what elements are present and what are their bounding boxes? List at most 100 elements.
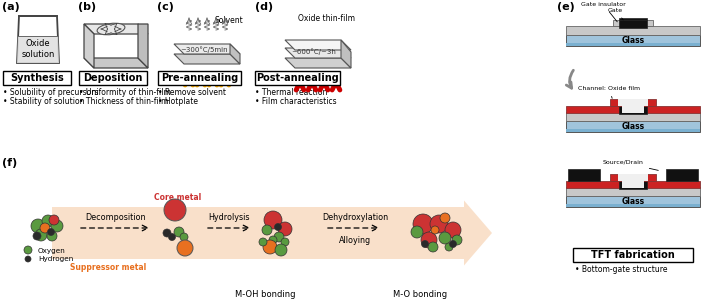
Text: Oxide
solution: Oxide solution (21, 39, 54, 59)
Text: Gate: Gate (608, 8, 624, 20)
Ellipse shape (97, 23, 125, 35)
Bar (619, 104, 647, 106)
Text: • Film characteristics: • Film characteristics (255, 97, 337, 106)
Circle shape (177, 240, 193, 256)
Circle shape (421, 232, 437, 248)
Bar (566, 129, 700, 132)
Circle shape (421, 240, 428, 247)
Circle shape (274, 223, 281, 231)
FancyBboxPatch shape (79, 71, 147, 85)
Circle shape (281, 238, 289, 246)
Bar (566, 106, 700, 113)
Circle shape (262, 225, 272, 235)
Circle shape (47, 231, 57, 241)
Circle shape (439, 232, 451, 244)
Circle shape (24, 246, 32, 254)
Circle shape (413, 214, 433, 234)
Bar (566, 187, 700, 196)
Bar (619, 179, 647, 181)
FancyBboxPatch shape (158, 71, 241, 85)
Circle shape (431, 226, 439, 234)
Text: Source/Drain: Source/Drain (603, 160, 658, 170)
Circle shape (278, 222, 292, 236)
Text: Post-annealing: Post-annealing (256, 73, 339, 83)
Polygon shape (610, 174, 656, 181)
Text: (d): (d) (255, 2, 273, 12)
Circle shape (264, 211, 282, 229)
Circle shape (174, 227, 184, 237)
Text: Suppressor metal: Suppressor metal (70, 263, 146, 272)
Text: • Thickness of thin-film: • Thickness of thin-film (79, 97, 168, 106)
Polygon shape (17, 36, 59, 63)
Polygon shape (174, 44, 240, 54)
Circle shape (180, 233, 188, 241)
Circle shape (428, 242, 438, 252)
Text: (f): (f) (2, 158, 17, 168)
Text: Pre-annealing: Pre-annealing (161, 73, 238, 83)
Bar (568, 169, 600, 181)
Circle shape (163, 229, 171, 237)
Text: (a): (a) (2, 2, 20, 12)
Circle shape (430, 215, 448, 233)
Bar (566, 204, 700, 207)
Circle shape (274, 232, 284, 242)
Text: • Hotplate: • Hotplate (158, 97, 198, 106)
Bar (566, 43, 700, 46)
Bar (566, 26, 700, 35)
Polygon shape (610, 99, 656, 106)
Polygon shape (230, 44, 240, 64)
Bar (619, 181, 647, 189)
Text: Solvent: Solvent (215, 16, 243, 25)
Circle shape (51, 220, 63, 232)
Bar (566, 181, 700, 188)
Circle shape (25, 256, 31, 262)
Text: • Stability of solution: • Stability of solution (3, 97, 85, 106)
Circle shape (40, 223, 50, 233)
Circle shape (42, 215, 54, 227)
Text: Synthesis: Synthesis (10, 73, 64, 83)
Text: ~600°C/~3h: ~600°C/~3h (291, 49, 337, 55)
Polygon shape (285, 40, 351, 50)
Text: Gate insulator: Gate insulator (581, 2, 626, 22)
Circle shape (452, 235, 462, 245)
Text: Core metal: Core metal (154, 193, 201, 202)
FancyBboxPatch shape (255, 71, 340, 85)
Bar (666, 169, 698, 181)
Circle shape (275, 244, 287, 256)
Text: Hydrogen: Hydrogen (38, 256, 74, 262)
Text: Decomposition: Decomposition (85, 213, 145, 222)
Text: Glass: Glass (621, 36, 645, 45)
Text: (e): (e) (557, 2, 575, 12)
Bar (566, 112, 700, 121)
Text: • Bottom-gate structure: • Bottom-gate structure (575, 265, 667, 274)
Text: (b): (b) (78, 2, 96, 12)
Bar (566, 196, 700, 207)
Text: Dehydroxylation: Dehydroxylation (322, 213, 388, 222)
Circle shape (31, 219, 45, 233)
Polygon shape (613, 181, 653, 187)
Text: • Remove solvent: • Remove solvent (158, 88, 226, 97)
Polygon shape (341, 40, 351, 68)
Circle shape (35, 229, 47, 241)
Bar (622, 106, 644, 113)
Text: M-OH bonding: M-OH bonding (235, 290, 296, 299)
Bar (619, 106, 647, 114)
Bar (566, 35, 700, 46)
Circle shape (445, 243, 453, 251)
Text: Alloying: Alloying (339, 236, 371, 245)
Text: ~300°C/5min: ~300°C/5min (180, 47, 228, 53)
Circle shape (33, 232, 41, 240)
Text: Glass: Glass (621, 122, 645, 131)
Bar (619, 20, 647, 28)
Circle shape (164, 199, 186, 221)
Polygon shape (84, 58, 148, 68)
Text: • Thermal reaction: • Thermal reaction (255, 88, 327, 97)
Bar (622, 181, 644, 188)
Text: Hydrolysis: Hydrolysis (209, 213, 250, 222)
Circle shape (259, 238, 267, 246)
Polygon shape (138, 24, 148, 68)
Polygon shape (613, 106, 653, 112)
Circle shape (440, 213, 450, 223)
Circle shape (450, 240, 457, 247)
Bar (566, 121, 700, 132)
